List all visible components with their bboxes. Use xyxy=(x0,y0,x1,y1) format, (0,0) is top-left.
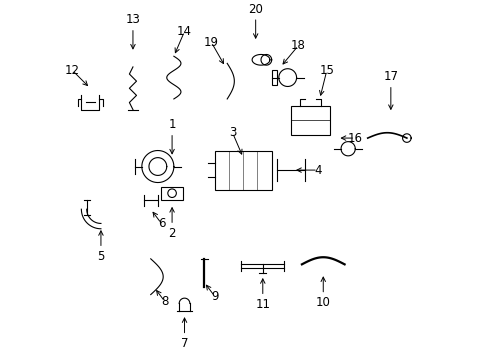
Bar xyxy=(291,106,330,135)
Bar xyxy=(161,187,183,199)
Text: 1: 1 xyxy=(169,118,176,131)
Text: 10: 10 xyxy=(316,296,331,309)
Text: 4: 4 xyxy=(314,163,321,177)
Text: 16: 16 xyxy=(348,131,363,145)
Text: 13: 13 xyxy=(125,13,141,27)
Text: 9: 9 xyxy=(211,290,219,303)
Text: 19: 19 xyxy=(204,36,219,49)
Text: 14: 14 xyxy=(177,25,192,38)
Bar xyxy=(215,150,271,190)
Text: 11: 11 xyxy=(255,298,270,311)
Text: 12: 12 xyxy=(65,64,80,77)
Text: 15: 15 xyxy=(319,64,334,77)
Text: 2: 2 xyxy=(169,226,176,239)
Bar xyxy=(271,71,277,85)
Text: 5: 5 xyxy=(97,250,105,263)
Text: 3: 3 xyxy=(229,126,236,139)
Text: 8: 8 xyxy=(161,295,169,308)
Text: 7: 7 xyxy=(181,337,188,350)
Text: 20: 20 xyxy=(248,3,263,16)
Text: 18: 18 xyxy=(291,39,306,52)
Text: 17: 17 xyxy=(383,71,398,84)
Text: 6: 6 xyxy=(158,217,165,230)
